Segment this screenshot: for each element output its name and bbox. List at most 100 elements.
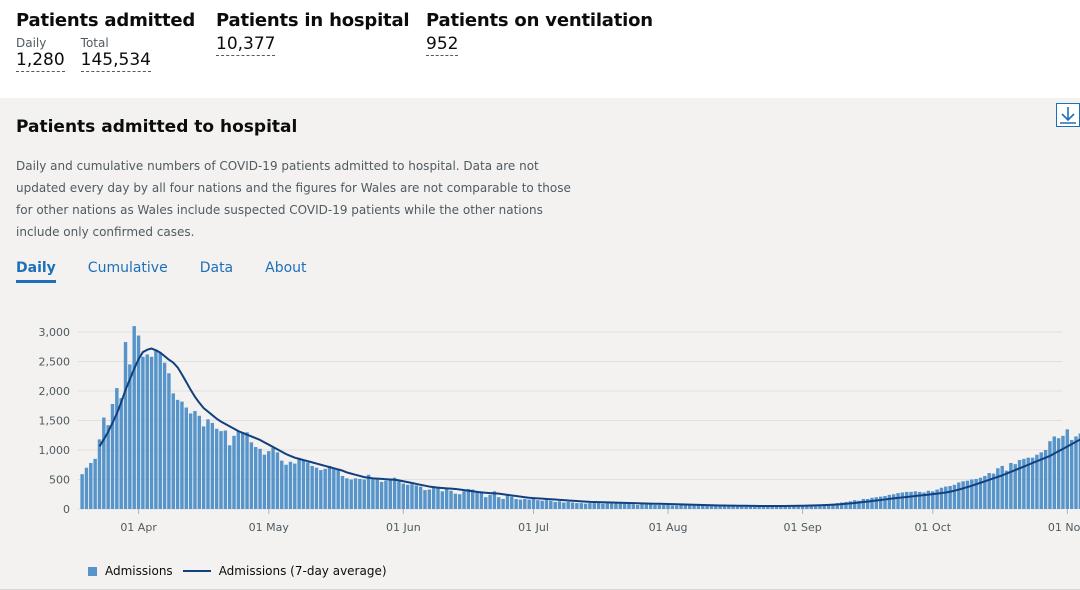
admissions-bar — [440, 491, 445, 509]
y-tick-label: 500 — [49, 474, 70, 487]
x-axis: 01 Apr 01 May 01 Jun 01 Jul 01 Aug 01 Sep 01 O… — [120, 509, 1080, 534]
admissions-bar — [106, 425, 110, 509]
admissions-bar — [588, 503, 592, 509]
admissions-bar — [301, 460, 306, 509]
admissions-bar — [965, 480, 970, 509]
admissions-bar — [492, 491, 497, 509]
admissions-bar — [787, 506, 792, 509]
x-tick-label: 01 May — [249, 521, 290, 534]
tab-about[interactable]: About — [265, 260, 307, 276]
total-value[interactable]: 145,534 — [80, 50, 151, 72]
admissions-bar — [236, 431, 241, 509]
admissions-bar — [227, 445, 232, 509]
admissions-bar — [128, 364, 132, 509]
admissions-bar — [688, 505, 692, 509]
admissions-bar — [484, 497, 488, 509]
admissions-bar — [674, 505, 679, 509]
daily-value[interactable]: 1,280 — [16, 50, 65, 72]
y-tick-label: 1,000 — [39, 444, 71, 457]
tab-data[interactable]: Data — [199, 260, 234, 276]
admissions-bar — [89, 462, 93, 509]
admissions-bar — [340, 475, 345, 509]
tab-daily[interactable]: Daily — [16, 260, 56, 283]
x-tick-label: 01 Oct — [915, 521, 952, 534]
admissions-bar — [188, 413, 193, 509]
in-hospital-value[interactable]: 10,377 — [216, 34, 276, 56]
admissions-bar — [831, 503, 835, 509]
admissions-bar — [735, 506, 740, 509]
admissions-bar — [479, 491, 484, 509]
admissions-bar — [987, 473, 991, 509]
admissions-bar — [345, 478, 349, 509]
headline-admitted: Patients admitted Daily 1,280 Total 145,… — [16, 10, 195, 72]
tab-cumulative[interactable]: Cumulative — [87, 260, 168, 276]
download-button[interactable] — [1056, 103, 1080, 127]
admissions-bar — [861, 498, 866, 509]
legend-admissions[interactable]: Admissions — [88, 564, 173, 578]
admissions-bar — [167, 373, 171, 509]
admissions-bar — [262, 454, 267, 509]
admissions-bar — [696, 505, 701, 509]
admissions-bar — [514, 498, 518, 509]
admissions-bar — [727, 506, 731, 509]
admissions-bar — [475, 492, 479, 509]
admissions-bar — [323, 468, 327, 509]
admissions-bar — [497, 497, 501, 509]
admissions-bar — [527, 499, 531, 509]
admissions-bar — [805, 505, 809, 509]
total-admitted-metric: Total 145,534 — [80, 36, 151, 72]
admissions-bar — [1022, 458, 1026, 509]
admissions-bar — [431, 487, 436, 509]
admissions-bar — [223, 430, 228, 509]
admissions-bar — [939, 487, 944, 509]
admissions-bar — [401, 483, 405, 509]
legend-average[interactable]: Admissions (7-day average) — [182, 564, 387, 578]
admissions-bar — [983, 475, 987, 509]
admissions-bar — [436, 486, 440, 509]
admissions-bar — [175, 399, 180, 509]
admissions-bar — [540, 500, 544, 509]
admissions-bar — [240, 432, 245, 509]
admissions-bar — [293, 463, 297, 509]
admissions-bar — [926, 490, 931, 509]
admissions-bar — [631, 504, 636, 509]
admissions-bar — [349, 479, 353, 509]
admissions-bar — [449, 490, 453, 509]
admissions-bar — [93, 458, 97, 509]
admissions-bar — [444, 488, 449, 509]
admissions-bar — [371, 477, 375, 509]
admissions-bar — [800, 505, 805, 509]
admissions-bar — [948, 485, 952, 509]
admissions-bar — [123, 342, 128, 509]
y-tick-label: 3,000 — [39, 326, 71, 339]
admissions-bar — [379, 481, 384, 509]
admissions-bar — [388, 479, 392, 509]
admissions-bar — [362, 479, 366, 509]
admissions-chart[interactable]: 0 500 1,000 1,500 2,000 2,500 3,000 01 Apr 01 M… — [0, 312, 1080, 552]
admissions-bar — [1074, 436, 1078, 509]
admissions-bar — [614, 502, 618, 509]
admissions-bar — [1065, 429, 1070, 509]
admissions-bar — [783, 506, 787, 509]
admissions-bar — [913, 491, 918, 509]
admissions-bar — [219, 431, 223, 509]
admissions-bar — [562, 502, 566, 509]
total-label: Total — [80, 36, 109, 50]
admissions-bar — [731, 506, 735, 509]
admissions-bar — [991, 473, 996, 509]
admissions-bar — [692, 505, 696, 509]
ventilation-value[interactable]: 952 — [426, 34, 459, 56]
admissions-bar — [813, 504, 818, 509]
admissions-bar — [618, 503, 622, 509]
admissions-bar — [1004, 470, 1009, 509]
admissions-bar — [162, 362, 167, 509]
admissions-bar — [1061, 435, 1065, 509]
admissions-bar — [1078, 433, 1080, 509]
card-description: Daily and cumulative numbers of COVID-19… — [16, 159, 571, 239]
admissions-bar — [931, 491, 935, 509]
admissions-bar — [774, 506, 779, 509]
admissions-bar — [505, 495, 510, 509]
admissions-bar — [570, 502, 575, 509]
admissions-bar — [918, 491, 922, 509]
admissions-bar — [145, 354, 149, 509]
